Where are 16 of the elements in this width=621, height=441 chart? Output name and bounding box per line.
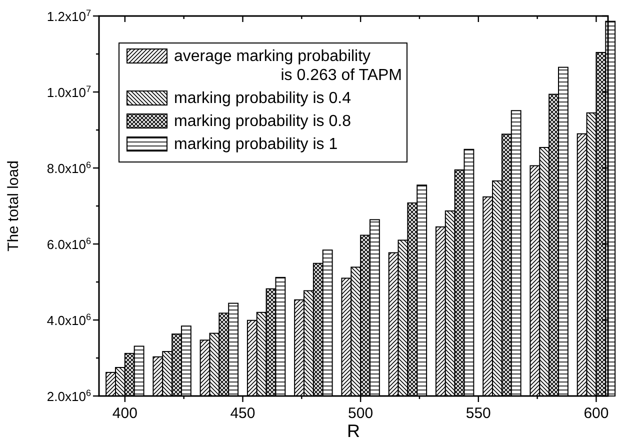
x-tick-label: 550 (466, 405, 491, 422)
y-tick-label: 1.0x10$^{7}$ (46, 84, 91, 100)
x-tick-label: 500 (348, 405, 374, 422)
legend-label: marking probability is 0.4 (174, 90, 352, 107)
y-tick-label: 8.0x10$^{6}$ (46, 160, 91, 176)
x-tick-label: 450 (230, 405, 256, 422)
legend-label: marking probability is 0.8 (174, 113, 352, 130)
y-tick-label: 1.2x10$^{7}$ (46, 8, 91, 24)
x-tick-label: 400 (112, 405, 138, 422)
x-axis-title: R (347, 421, 360, 441)
y-axis-title: The total load (5, 160, 22, 252)
legend-label: marking probability is 1 (174, 136, 338, 153)
y-tick-label: 2.0x10$^{6}$ (46, 388, 91, 404)
y-tick-label: 6.0x10$^{6}$ (46, 236, 91, 252)
y-tick-label: 4.0x10$^{6}$ (46, 312, 91, 328)
x-tick-label: 600 (584, 405, 609, 422)
